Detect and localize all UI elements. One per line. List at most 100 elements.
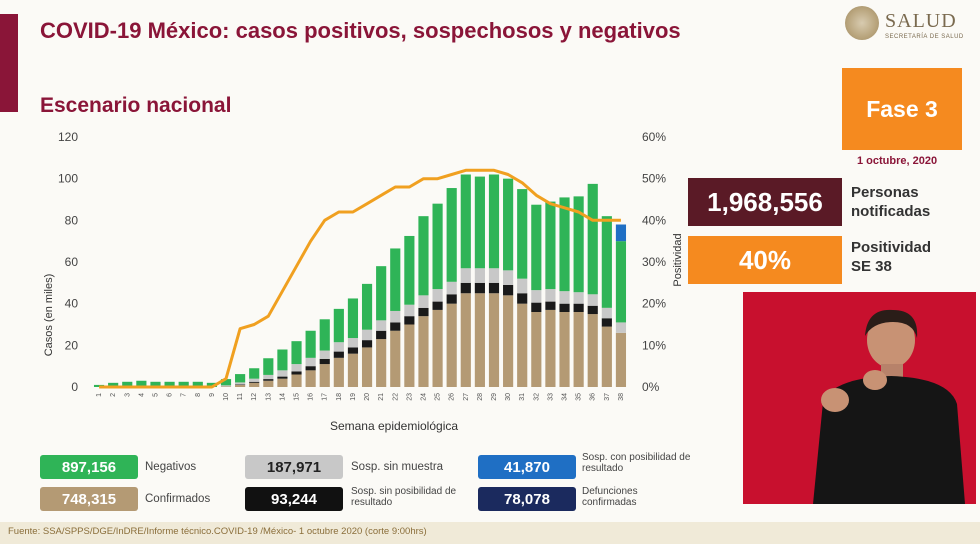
sin-muestra-total: 187,971 <box>245 455 343 479</box>
kpi1-label-line2: notificadas <box>851 203 931 220</box>
x-tick-label: 18 <box>336 393 343 401</box>
x-tick-label: 4 <box>138 393 145 397</box>
page-title: COVID-19 México: casos positivos, sospec… <box>40 18 681 43</box>
bar-segment <box>263 379 274 381</box>
y-tick-label: 80 <box>65 213 79 227</box>
bar-segment <box>545 301 556 310</box>
bar-segment <box>615 322 627 333</box>
bar-segment <box>333 351 344 358</box>
bar-segment <box>545 289 556 302</box>
bar-segment <box>432 289 443 302</box>
y-axis-label: Casos (en miles) <box>43 274 55 357</box>
bar-segment <box>432 309 443 387</box>
bar-segment <box>517 293 528 304</box>
bar-segment <box>249 378 260 382</box>
x-tick-label: 28 <box>477 393 484 401</box>
bar-segment <box>503 270 514 285</box>
positividad-line <box>99 168 621 389</box>
positividad-value: 40% <box>688 236 842 284</box>
bar-segment <box>432 203 443 290</box>
bar-segment <box>559 303 570 312</box>
personas-notificadas-label: Personas notificadas <box>851 183 930 221</box>
bar-segment <box>291 364 302 372</box>
confirmados-total: 748,315 <box>40 487 138 511</box>
bar-segment <box>235 384 246 387</box>
personas-notificadas-value: 1,968,556 <box>688 178 842 226</box>
bar-segment <box>418 295 429 308</box>
x-tick-label: 23 <box>406 393 413 401</box>
x-tick-label: 22 <box>392 393 399 401</box>
x-tick-label: 35 <box>576 393 583 401</box>
bar-segment <box>178 381 189 387</box>
bar-segment <box>319 364 330 387</box>
bar-segment <box>503 178 514 271</box>
y-tick-label: 60 <box>65 255 79 269</box>
fase-badge: Fase 3 <box>842 68 962 150</box>
salud-logo: SALUD SECRETARÍA DE SALUD <box>845 6 975 46</box>
x-tick-label: 3 <box>124 393 131 397</box>
con-posibilidad-label: Sosp. con posibilidad de resultado <box>582 452 691 474</box>
brand-side-bar <box>0 14 18 112</box>
sin-posibilidad-label: Sosp. sin posibilidad de resultado <box>351 486 457 508</box>
bar-segment <box>220 385 232 387</box>
x-tick-label: 20 <box>364 393 371 401</box>
kpi2-label-line2: SE 38 <box>851 258 892 275</box>
y-tick-label: 20 <box>65 338 79 352</box>
bar-segment <box>545 201 556 290</box>
bar-segment <box>361 347 373 387</box>
interpreter-figure <box>813 309 965 504</box>
x-tick-label: 10 <box>223 393 230 401</box>
x-tick-label: 21 <box>378 393 385 401</box>
bar-segment <box>361 340 373 348</box>
x-tick-label: 7 <box>181 393 188 397</box>
bar-segment <box>587 183 598 295</box>
x-tick-label: 34 <box>562 393 569 401</box>
bar-segment <box>573 292 584 304</box>
bar-segment <box>587 294 598 306</box>
bar-segment <box>305 357 316 367</box>
bar-segment <box>503 295 514 387</box>
bar-segment <box>291 371 302 375</box>
bar-segment <box>432 301 443 310</box>
bar-segment <box>347 298 359 339</box>
con-posibilidad-total: 41,870 <box>478 455 576 479</box>
bar-segment <box>615 241 627 323</box>
x-tick-label: 31 <box>519 393 526 401</box>
kpi1-label-line1: Personas <box>851 184 919 201</box>
confirmados-label: Confirmados <box>145 493 211 505</box>
bar-segment <box>291 374 302 387</box>
bar-segment <box>361 283 373 330</box>
y2-tick-label: 40% <box>642 213 666 227</box>
bar-segment <box>277 370 288 377</box>
x-tick-label: 27 <box>463 393 470 401</box>
x-tick-label: 1 <box>96 393 103 397</box>
x-tick-label: 12 <box>251 393 258 401</box>
bar-segment <box>220 379 232 386</box>
bar-segment <box>418 316 429 387</box>
x-tick-label: 11 <box>237 393 244 400</box>
bar-segment <box>376 330 387 340</box>
page-subtitle: Escenario nacional <box>40 94 232 117</box>
x-tick-label: 33 <box>547 393 554 401</box>
seal-icon <box>845 6 879 40</box>
bar-segment <box>206 382 217 387</box>
x-tick-label: 38 <box>618 393 625 401</box>
bar-segment <box>235 382 246 385</box>
bar-segment <box>446 281 457 295</box>
bar-segment <box>277 349 288 371</box>
y2-tick-label: 20% <box>642 297 666 311</box>
bar-segment <box>150 381 161 387</box>
bar-segment <box>474 176 485 269</box>
bar-segment <box>573 196 584 293</box>
x-tick-label: 2 <box>110 393 117 397</box>
bar-segment <box>263 358 274 375</box>
bar-segment <box>460 174 471 269</box>
bar-segment <box>531 290 542 303</box>
bar-segment <box>333 342 344 352</box>
bar-segment <box>347 353 359 387</box>
bar-segment <box>404 316 415 325</box>
x-tick-label: 15 <box>294 393 301 401</box>
bar-segment <box>122 381 133 387</box>
bar-segment <box>249 368 260 379</box>
